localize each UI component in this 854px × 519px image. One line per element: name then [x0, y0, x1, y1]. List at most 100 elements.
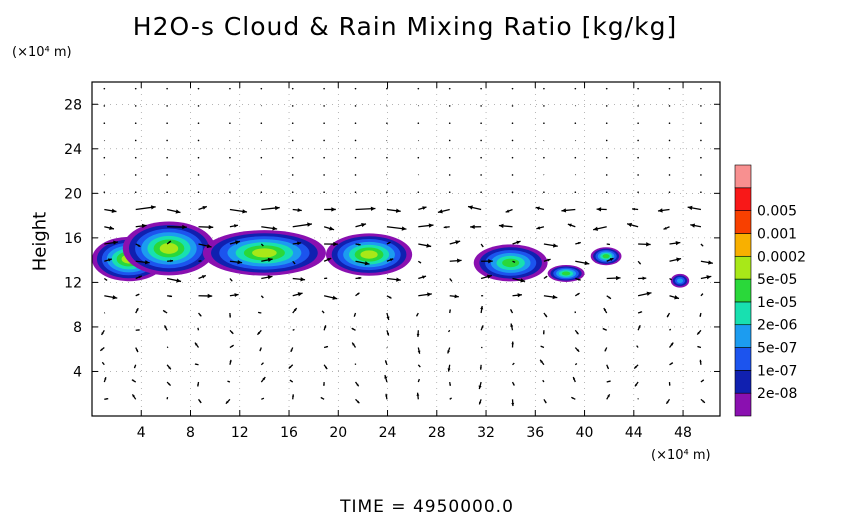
wind-vector — [593, 226, 599, 231]
wind-vector — [448, 87, 451, 90]
wind-vector — [354, 191, 357, 194]
wind-vector — [267, 257, 273, 263]
wind-vector — [260, 87, 263, 90]
wind-vector — [386, 87, 388, 90]
colorbar-label: 0.0002 — [757, 249, 806, 265]
wind-vector — [701, 244, 704, 247]
wind-vector — [134, 87, 137, 90]
wind-vector — [447, 350, 450, 354]
wind-vector — [667, 314, 670, 318]
wind-vector — [354, 156, 357, 159]
wind-vector — [109, 225, 114, 231]
wind-vector — [132, 394, 135, 398]
x-tick-label: 28 — [428, 425, 446, 441]
wind-vector — [697, 331, 700, 335]
wind-vector — [329, 226, 335, 231]
wind-vector — [668, 105, 671, 107]
wind-vector — [668, 191, 671, 194]
wind-vector — [627, 222, 632, 228]
colorbar-swatch — [734, 347, 752, 371]
wind-vector — [354, 139, 357, 142]
wind-vector — [470, 224, 475, 230]
wind-vector — [700, 122, 702, 124]
wind-vector — [687, 205, 693, 211]
wind-vector — [416, 333, 420, 337]
wind-vector — [354, 314, 356, 317]
wind-vector — [449, 384, 451, 386]
wind-vector — [480, 122, 482, 124]
wind-vector — [370, 206, 376, 211]
wind-vector — [603, 308, 607, 311]
wind-vector — [574, 87, 577, 90]
wind-vector — [103, 156, 106, 159]
wind-vector — [605, 105, 608, 107]
wind-vector — [606, 366, 609, 370]
wind-vector — [646, 242, 651, 247]
wind-vector — [450, 397, 452, 399]
wind-vector — [385, 393, 388, 397]
wind-vector — [511, 122, 514, 124]
wind-vector — [520, 278, 526, 283]
wind-vector — [577, 293, 580, 296]
wind-vector — [164, 325, 167, 329]
wind-vector — [138, 275, 142, 279]
wind-vector — [176, 278, 182, 283]
wind-vector — [197, 384, 200, 387]
wind-vector — [297, 292, 303, 297]
wind-vector — [700, 105, 702, 107]
wind-vector — [229, 87, 231, 90]
wind-vector — [638, 325, 641, 328]
wind-vector — [486, 274, 492, 279]
wind-vector — [137, 294, 140, 296]
wind-vector — [267, 275, 273, 280]
colorbar-label: 2e-08 — [757, 386, 797, 402]
wind-vector — [544, 314, 547, 318]
cloud-region-3 — [360, 250, 378, 259]
y-tick-label: 12 — [64, 275, 82, 291]
wind-vector — [261, 296, 264, 298]
wind-vector — [197, 191, 200, 194]
wind-vector — [697, 346, 700, 348]
colorbar-label: 1e-07 — [757, 363, 797, 379]
wind-vector — [699, 359, 702, 363]
wind-vector — [480, 139, 482, 142]
wind-vector — [482, 295, 484, 297]
wind-vector — [511, 402, 515, 407]
wind-vector — [274, 205, 280, 211]
cloud-region-2 — [252, 248, 277, 258]
wind-vector — [262, 362, 264, 365]
wind-vector — [636, 345, 638, 347]
wind-vector — [576, 348, 580, 352]
wind-vector — [608, 243, 610, 245]
wind-vector — [544, 400, 547, 404]
wind-vector — [291, 191, 294, 194]
wind-vector — [637, 191, 639, 194]
wind-vector — [700, 174, 702, 176]
wind-vector — [401, 226, 407, 231]
colorbar-swatch — [734, 255, 752, 280]
wind-vector — [258, 311, 260, 314]
wind-vector — [300, 277, 306, 282]
wind-vector — [637, 156, 639, 159]
wind-vector — [437, 209, 443, 214]
wind-vector — [197, 156, 200, 159]
wind-vector — [417, 191, 420, 194]
x-tick-label: 24 — [379, 425, 397, 441]
wind-vector — [103, 122, 106, 124]
wind-vector — [168, 383, 171, 386]
wind-vector — [225, 400, 229, 404]
wind-vector — [396, 277, 401, 282]
wind-vector — [700, 191, 702, 194]
wind-vector — [542, 332, 545, 335]
wind-vector — [231, 345, 234, 348]
wind-vector — [320, 397, 323, 400]
wind-vector — [291, 122, 294, 124]
wind-vector — [701, 379, 704, 382]
wind-vector — [511, 105, 514, 107]
wind-vector — [113, 240, 118, 245]
wind-vector — [288, 365, 292, 369]
wind-vector — [418, 379, 420, 381]
wind-vector — [675, 240, 681, 246]
wind-vector — [543, 105, 545, 107]
wind-vector — [166, 191, 168, 194]
